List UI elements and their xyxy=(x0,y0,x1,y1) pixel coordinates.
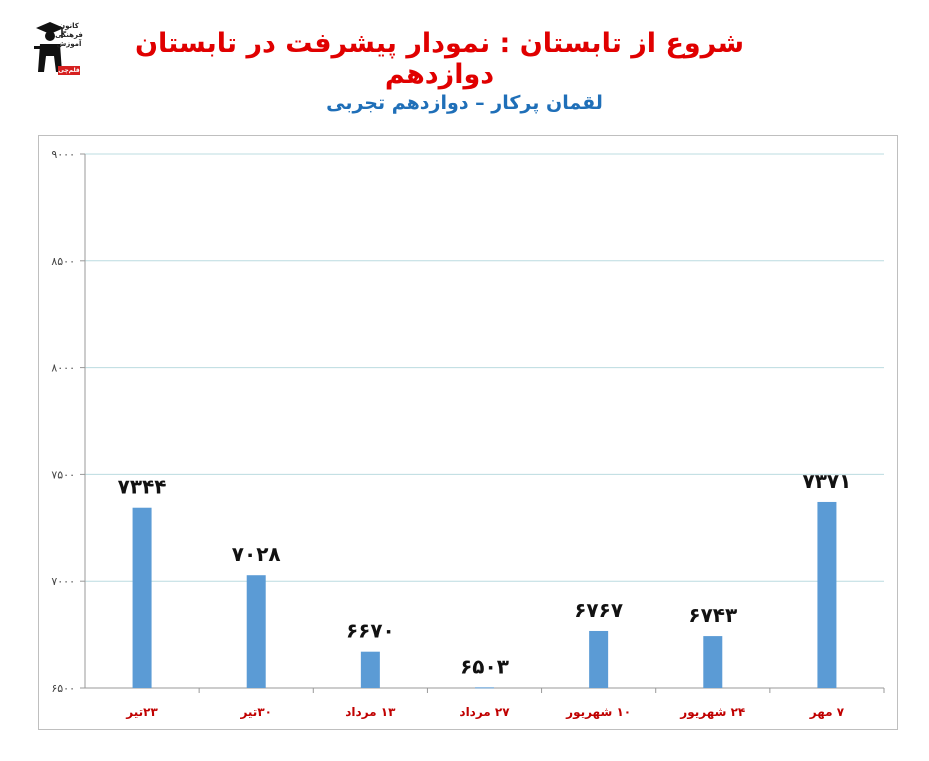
bar xyxy=(817,501,837,688)
data-label: ۷۳۴۴ xyxy=(118,475,167,499)
page-title: شروع از تابستان : نمودار پیشرفت در تابست… xyxy=(134,28,745,90)
y-tick-label: ۹۰۰۰ xyxy=(51,148,75,161)
x-tick-label: ۱۰ شهریور xyxy=(565,705,631,720)
bar xyxy=(360,651,380,688)
x-tick-label: ۱۳ مرداد xyxy=(345,705,396,719)
bar xyxy=(132,507,152,688)
data-label: ۶۷۶۷ xyxy=(574,598,623,622)
bar xyxy=(589,630,609,688)
x-tick-label: ۲۳تیر xyxy=(125,705,158,719)
chart-frame xyxy=(38,135,898,730)
bar xyxy=(475,687,494,689)
bar xyxy=(703,636,723,688)
x-tick-label: ۲۷ مرداد xyxy=(459,705,510,719)
y-tick-label: ۷۰۰۰ xyxy=(51,575,75,588)
data-label: ۷۰۲۸ xyxy=(232,542,281,566)
y-tick-label: ۸۰۰۰ xyxy=(51,362,75,375)
y-tick-label: ۸۵۰۰ xyxy=(51,255,75,268)
bar xyxy=(246,575,266,688)
graduate-icon xyxy=(34,22,64,72)
x-tick-label: ۲۴ شهریور xyxy=(679,705,745,720)
data-label: ۶۷۴۳ xyxy=(688,603,737,627)
logo-text: کانون فرهنگی آموزش xyxy=(55,22,83,48)
data-label: ۷۳۷۱ xyxy=(803,469,852,493)
x-tick-label: ۷ مهر xyxy=(809,705,845,719)
y-tick-label: ۶۵۰۰ xyxy=(51,682,75,695)
data-label: ۶۵۰۳ xyxy=(460,654,509,678)
y-tick-label: ۷۵۰۰ xyxy=(51,468,75,481)
logo-tag: قلم‌چی xyxy=(58,66,80,75)
data-label: ۶۶۷۰ xyxy=(346,619,395,643)
page-subtitle: لقمان پرکار – دوازدهم تجربی xyxy=(326,92,603,114)
x-tick-label: ۳۰تیر xyxy=(239,705,272,719)
